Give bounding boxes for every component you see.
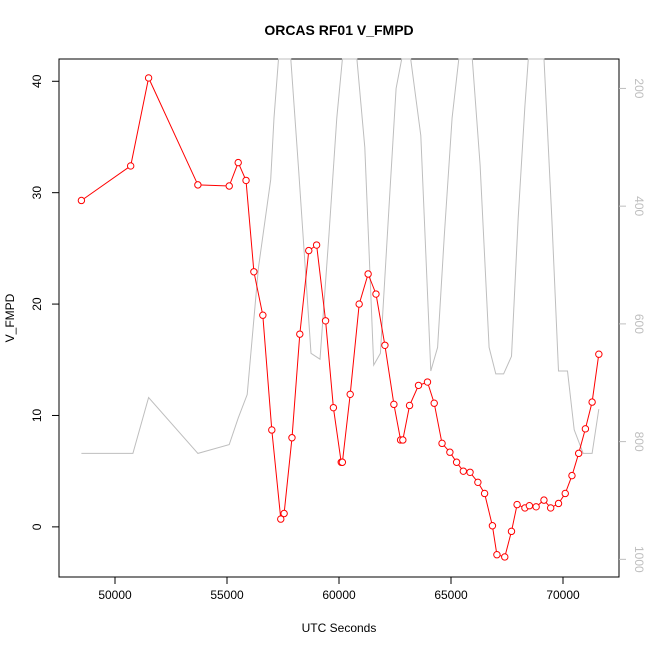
data-point [532,503,540,511]
data-point [372,290,380,298]
data-point [446,448,454,456]
axes-layer: 50000 55000 60000 65000 70000 0 10 20 30 40 200 400… [30,74,646,602]
plot-frame [58,58,620,578]
primary-series-line [81,76,600,558]
data-point [405,401,414,410]
data-point [423,378,432,386]
data-point [568,471,576,480]
data-point [364,270,372,278]
data-point [438,439,446,448]
secondary-series-line [81,58,600,454]
data-point [452,458,461,466]
y2-tick-label: 400 [632,196,646,216]
data-point [355,300,363,308]
data-point [581,425,590,433]
x-tick-label: 65000 [434,588,468,602]
data-point [296,330,304,338]
y2-tick-label: 200 [632,78,646,98]
data-point [234,158,242,167]
x-axis-label: UTC Seconds [302,621,377,635]
x-tick-label: 70000 [546,588,580,602]
y-tick-label: 10 [30,408,44,422]
data-point [259,311,267,319]
data-point [546,504,555,512]
data-point [399,436,407,444]
data-point [507,527,516,536]
x-tick-label: 60000 [322,588,356,602]
data-point [390,400,398,409]
data-point [305,246,313,255]
data-point [225,182,233,190]
y2-tick-label: 600 [632,314,646,334]
data-point [338,458,347,466]
y-tick-label: 0 [30,523,44,530]
data-point [574,449,583,458]
data-point [474,478,482,487]
data-point [277,515,285,523]
data-point [144,74,153,82]
y-axis-label: V_FMPD [3,293,17,342]
data-point [488,522,497,530]
data-point [288,434,296,442]
primary-series-layer [77,74,603,561]
data-point [561,489,569,498]
data-point [466,468,474,476]
data-point [77,196,86,205]
data-point [346,390,354,399]
data-point [321,317,330,325]
data-point [126,162,135,170]
data-point [480,489,489,498]
secondary-series-layer [81,58,600,454]
data-point [414,381,423,390]
data-point [525,502,534,510]
x-tick-label: 50000 [98,588,132,602]
chart-title: ORCAS RF01 V_FMPD [264,22,413,38]
y-tick-label: 40 [30,74,44,88]
data-point [268,426,276,434]
data-point [381,341,389,349]
data-point [430,399,438,407]
data-point [513,500,521,509]
data-point [501,553,509,561]
data-point [280,509,288,518]
data-point [329,403,338,412]
y2-tick-label: 800 [632,432,646,452]
data-point [540,496,548,504]
y-tick-label: 20 [30,297,44,311]
data-point [312,241,321,249]
data-point [242,176,250,185]
data-point [493,551,501,559]
y-tick-label: 30 [30,186,44,200]
y2-tick-label: 1000 [632,546,646,573]
x-tick-label: 55000 [210,588,244,602]
data-point [588,398,596,406]
data-point [595,350,603,358]
data-point [554,499,563,508]
data-point [250,268,258,276]
data-point [459,467,468,475]
data-point [194,181,202,189]
